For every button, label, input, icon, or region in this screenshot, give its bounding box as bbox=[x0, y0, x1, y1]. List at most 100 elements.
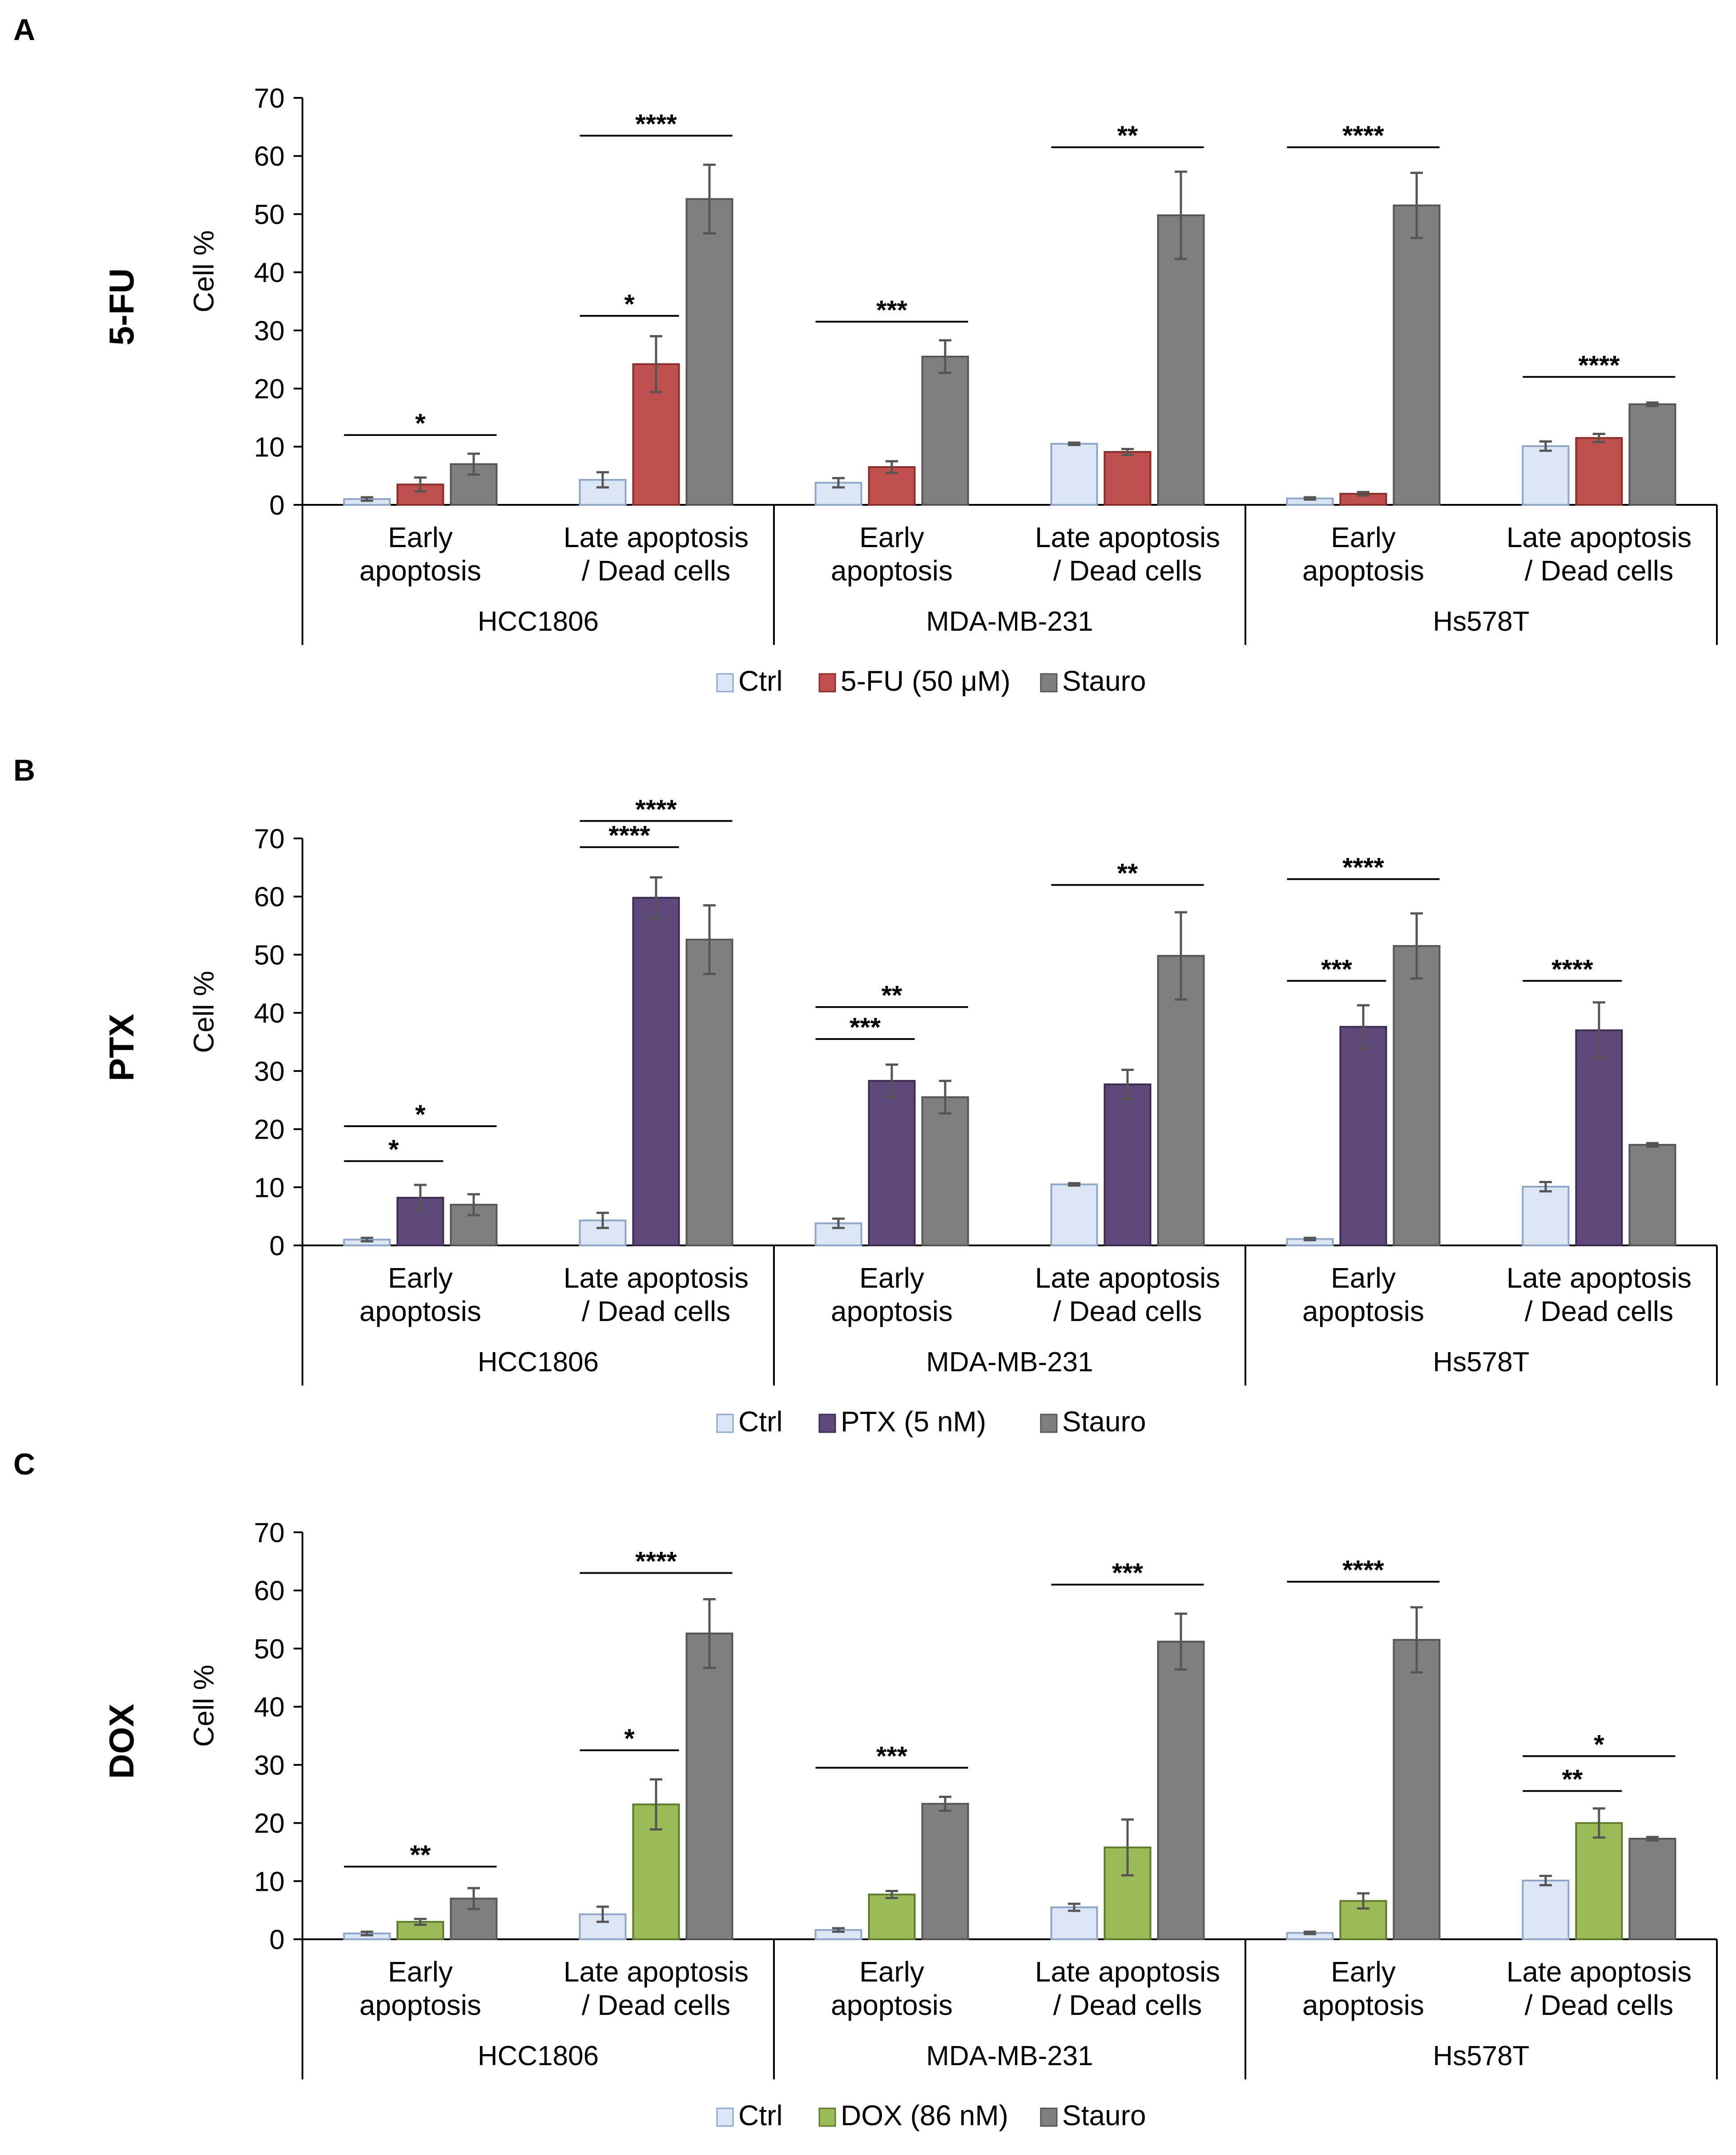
panel-a-category-label: apoptosis bbox=[831, 555, 953, 587]
panel-a-bar-5-fu-50-m bbox=[868, 466, 916, 506]
panel-a-cell-line-label: MDA-MB-231 bbox=[926, 606, 1093, 637]
panel-b-category-label: / Dead cells bbox=[1053, 1295, 1202, 1327]
panel-b-bar-stauro bbox=[1393, 945, 1441, 1247]
panel-b-legend-label: Stauro bbox=[1062, 1406, 1146, 1438]
panel-a-legend-label: Stauro bbox=[1062, 665, 1146, 697]
panel-b-y-tick-label: 20 bbox=[254, 1115, 285, 1145]
panel-c-category-label: Early bbox=[388, 1956, 453, 1988]
panel-b-category-label: Early bbox=[1331, 1262, 1396, 1294]
panel-b-significance-label: ** bbox=[1117, 858, 1138, 888]
panel-b-legend-swatch bbox=[818, 1414, 836, 1433]
panel-b-category-label: apoptosis bbox=[359, 1295, 481, 1327]
panel-a-significance-label: **** bbox=[1342, 121, 1384, 150]
panel-c-legend-swatch bbox=[1040, 2107, 1058, 2127]
panel-b-y-tick-label: 60 bbox=[254, 882, 285, 913]
panel-c-significance-label: * bbox=[624, 1724, 635, 1753]
panel-b-letter: B bbox=[13, 753, 35, 787]
panel-c-bar-ctrl bbox=[1050, 1906, 1098, 1940]
panel-c-significance-label: ** bbox=[410, 1840, 431, 1870]
panel-a-y-tick-label: 0 bbox=[270, 490, 285, 521]
panel-a-significance-label: *** bbox=[876, 295, 908, 325]
panel-c-category-label: Early bbox=[859, 1956, 924, 1988]
panel-a-y-axis-label: Cell % bbox=[188, 230, 220, 313]
panel-c-significance-label: *** bbox=[1112, 1558, 1144, 1588]
panel-b-significance-label: ** bbox=[882, 980, 902, 1010]
panel-b-y-tick-label: 70 bbox=[254, 824, 285, 854]
panel-c-bar-stauro bbox=[1157, 1640, 1205, 1941]
panel-b-category-label: apoptosis bbox=[831, 1295, 953, 1327]
panel-a-significance-label: ** bbox=[1117, 121, 1138, 150]
panel-a-significance-label: **** bbox=[1578, 350, 1620, 380]
panel-c-legend-label: DOX (86 nM) bbox=[841, 2099, 1008, 2131]
panel-c-category-label: apoptosis bbox=[1302, 1989, 1424, 2021]
panel-b-y-tick-label: 40 bbox=[254, 998, 285, 1029]
panel-c-category-label: Late apoptosis bbox=[564, 1956, 749, 1988]
panel-c-y-tick-label: 40 bbox=[254, 1692, 285, 1723]
panel-b-significance-label: **** bbox=[1342, 853, 1384, 882]
panel-b-bar-stauro bbox=[1157, 955, 1205, 1247]
panel-c-y-tick-label: 0 bbox=[270, 1925, 285, 1955]
panel-c-category-label: / Dead cells bbox=[1525, 1989, 1673, 2021]
panel-b-y-tick-label: 0 bbox=[270, 1231, 285, 1261]
panel-a-significance-label: **** bbox=[635, 109, 677, 139]
panel-c-y-tick-label: 50 bbox=[254, 1634, 285, 1664]
panel-a-y-tick-label: 40 bbox=[254, 258, 285, 288]
panel-c-bar-ctrl bbox=[579, 1913, 627, 1941]
panel-a-cell-line-label: Hs578T bbox=[1433, 606, 1529, 637]
panel-b-bar-stauro bbox=[685, 939, 733, 1246]
panel-a-bar-stauro bbox=[1628, 403, 1676, 506]
panel-b-bar-ctrl bbox=[1050, 1183, 1098, 1246]
panel-a-bar-stauro bbox=[685, 198, 733, 506]
panel-a-bar-stauro bbox=[1393, 204, 1441, 506]
panel-c-bar-stauro bbox=[1393, 1639, 1441, 1941]
panel-b-significance-label: *** bbox=[850, 1012, 881, 1042]
panel-b-category-label: Early bbox=[388, 1262, 453, 1294]
panel-a-category-label: apoptosis bbox=[359, 555, 481, 587]
panel-c-y-tick-label: 30 bbox=[254, 1750, 285, 1781]
panel-a-category-label: / Dead cells bbox=[582, 555, 730, 587]
panel-b-legend-label: PTX (5 nM) bbox=[841, 1406, 986, 1438]
panel-a-legend-swatch bbox=[716, 673, 734, 693]
panel-a-bar-ctrl bbox=[1522, 445, 1570, 506]
panel-b-category-label: Early bbox=[859, 1262, 924, 1294]
panel-b-category-label: Late apoptosis bbox=[564, 1262, 749, 1294]
panel-a-bar-stauro bbox=[1157, 214, 1205, 506]
panel-a-legend-swatch bbox=[1040, 673, 1058, 693]
panel-a-bar-5-fu-50-m bbox=[1104, 451, 1152, 506]
panel-c-significance-label: **** bbox=[1342, 1555, 1384, 1585]
panel-a-category-label: / Dead cells bbox=[1525, 555, 1673, 587]
panel-b-bar-ptx-5-nm bbox=[1104, 1083, 1152, 1246]
panel-b-bar-stauro bbox=[1628, 1144, 1676, 1246]
panel-b-bar-stauro bbox=[921, 1096, 969, 1246]
panel-b-significance-label: *** bbox=[1321, 954, 1353, 984]
panel-b-y-axis-label: Cell % bbox=[188, 971, 220, 1053]
panel-a-category-label: Late apoptosis bbox=[564, 521, 749, 553]
panel-b-cell-line-label: MDA-MB-231 bbox=[926, 1347, 1093, 1378]
panel-a-bar-5-fu-50-m bbox=[1575, 437, 1623, 506]
panel-b-bar-ctrl bbox=[1522, 1185, 1570, 1246]
panel-b-legend-label: Ctrl bbox=[738, 1406, 783, 1438]
panel-c-legend-swatch bbox=[716, 2107, 734, 2127]
panel-c-y-tick-label: 10 bbox=[254, 1866, 285, 1897]
panel-b-legend-swatch bbox=[1040, 1414, 1058, 1433]
panel-c-y-tick-label: 20 bbox=[254, 1809, 285, 1839]
panel-a-drug-label: 5-FU bbox=[102, 268, 141, 345]
panel-a-category-label: Late apoptosis bbox=[1035, 521, 1220, 553]
panel-a-y-tick-label: 10 bbox=[254, 432, 285, 463]
panel-b-category-label: Late apoptosis bbox=[1035, 1262, 1220, 1294]
panel-c-legend-label: Stauro bbox=[1062, 2099, 1146, 2131]
panel-a-y-tick-label: 50 bbox=[254, 199, 285, 230]
panel-c-bar-dox-86-nm bbox=[1575, 1822, 1623, 1940]
panel-b-drug-label: PTX bbox=[102, 1014, 141, 1081]
panel-a-cell-line-label: HCC1806 bbox=[478, 606, 599, 637]
panel-c-cell-line-label: HCC1806 bbox=[478, 2041, 599, 2071]
panel-a-category-label: Early bbox=[388, 521, 453, 553]
panel-c-category-label: / Dead cells bbox=[1053, 1989, 1202, 2021]
panel-c-category-label: apoptosis bbox=[359, 1989, 481, 2021]
panel-a-y-tick-label: 60 bbox=[254, 141, 285, 172]
panel-c-category-label: / Dead cells bbox=[582, 1989, 730, 2021]
panel-c-drug-label: DOX bbox=[102, 1704, 141, 1779]
panel-a-significance-label: * bbox=[415, 408, 426, 438]
